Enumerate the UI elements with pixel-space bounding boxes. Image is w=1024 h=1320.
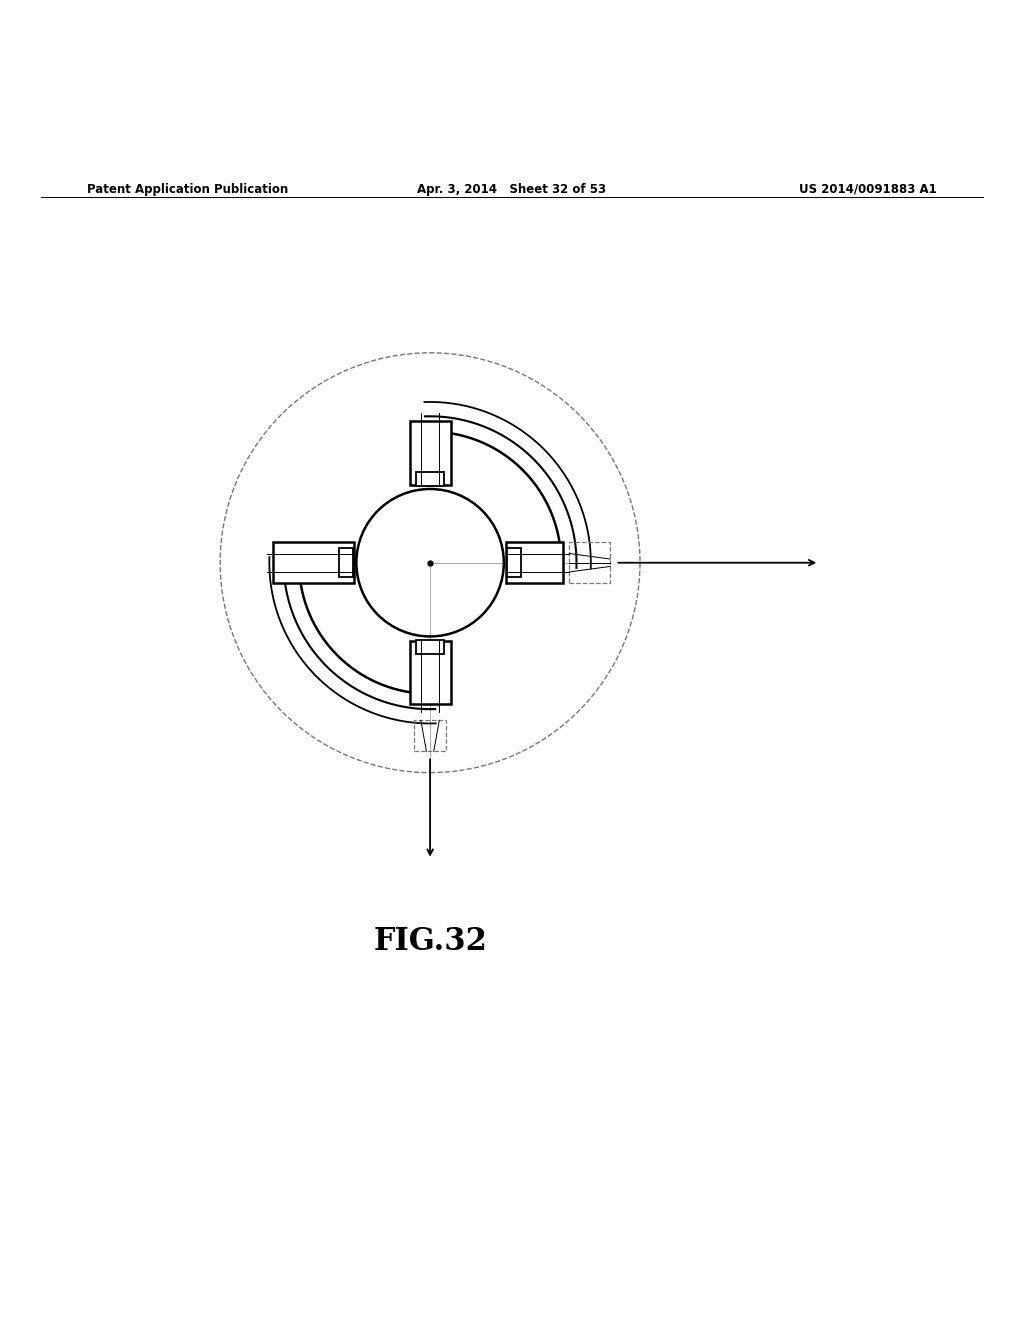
Bar — [414, 721, 446, 751]
Text: US 2014/0091883 A1: US 2014/0091883 A1 — [799, 183, 937, 195]
Text: Apr. 3, 2014   Sheet 32 of 53: Apr. 3, 2014 Sheet 32 of 53 — [418, 183, 606, 195]
Bar — [339, 548, 353, 577]
Bar — [569, 543, 610, 583]
Text: Patent Application Publication: Patent Application Publication — [87, 183, 289, 195]
Bar — [416, 639, 444, 653]
Bar — [273, 543, 354, 583]
Bar — [506, 543, 563, 583]
Bar — [410, 640, 451, 704]
Bar — [416, 471, 444, 486]
Bar — [507, 548, 521, 577]
Bar — [410, 421, 451, 484]
Text: FIG.32: FIG.32 — [373, 927, 487, 957]
